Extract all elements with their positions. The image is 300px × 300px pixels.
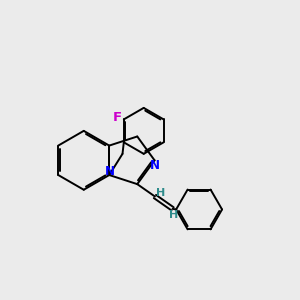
Text: N: N (150, 158, 160, 172)
Text: H: H (169, 210, 178, 220)
Text: H: H (156, 188, 165, 198)
Text: F: F (113, 111, 122, 124)
Text: N: N (105, 165, 115, 178)
